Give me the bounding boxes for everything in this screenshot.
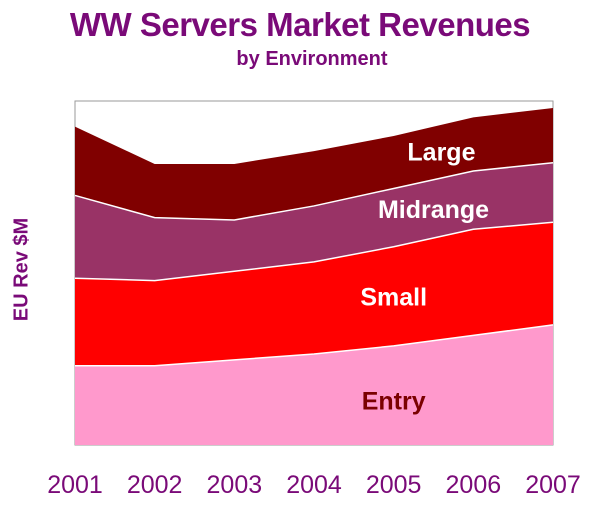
x-tick-label: 2006 <box>446 471 502 499</box>
area-label-small: Small <box>360 283 427 311</box>
area-label-midrange: Midrange <box>378 196 489 224</box>
area-boundary <box>74 221 554 282</box>
x-tick-label: 2001 <box>47 471 103 499</box>
area-label-large: Large <box>407 138 475 166</box>
x-tick-label: 2005 <box>366 471 422 499</box>
chart-title: WW Servers Market Revenues <box>69 6 531 43</box>
x-tick-label: 2004 <box>286 471 342 499</box>
area-entry <box>75 324 553 445</box>
x-tick-label: 2002 <box>127 471 183 499</box>
area-large <box>75 107 553 220</box>
area-boundary <box>74 162 554 221</box>
area-label-entry: Entry <box>362 387 426 415</box>
area-midrange <box>75 162 553 281</box>
chart-subtitle: by Environment <box>236 48 388 70</box>
x-tick-label: 2007 <box>525 471 581 499</box>
area-small <box>75 222 553 366</box>
x-tick-label: 2003 <box>207 471 263 499</box>
area-boundary <box>75 324 554 367</box>
